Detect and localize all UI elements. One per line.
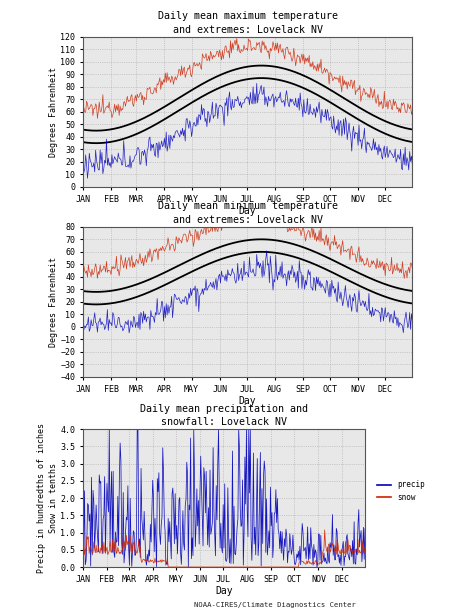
Y-axis label: Precip in hundredths of inches
Snow in tenths: Precip in hundredths of inches Snow in t… — [37, 423, 57, 573]
Title: Daily mean maximum temperature
and extremes: Lovelack NV: Daily mean maximum temperature and extre… — [158, 12, 337, 34]
Y-axis label: Degrees Fahrenheit: Degrees Fahrenheit — [48, 257, 57, 347]
X-axis label: Day: Day — [215, 587, 233, 596]
X-axis label: Day: Day — [239, 397, 256, 406]
Y-axis label: Degrees Fahrenheit: Degrees Fahrenheit — [48, 67, 57, 157]
X-axis label: Day: Day — [239, 207, 256, 216]
Title: Daily mean minimum temperature
and extremes: Lovelack NV: Daily mean minimum temperature and extre… — [158, 202, 337, 224]
Legend: precip, snow: precip, snow — [374, 477, 428, 505]
Title: Daily mean precipitation and
snowfall: Lovelack NV: Daily mean precipitation and snowfall: L… — [140, 404, 308, 427]
Text: NOAA-CIRES/Climate Diagnostics Center: NOAA-CIRES/Climate Diagnostics Center — [194, 602, 356, 608]
